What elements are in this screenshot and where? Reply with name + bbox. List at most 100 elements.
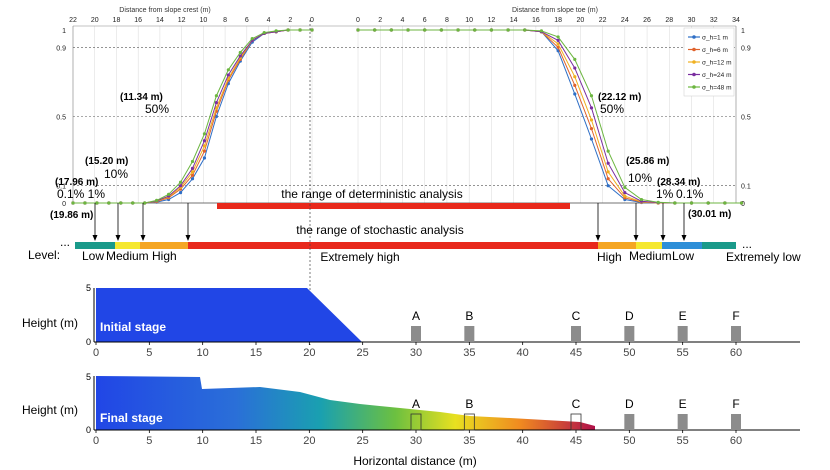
- object-block: [731, 326, 741, 342]
- crest-series-point: [202, 149, 207, 153]
- initial-ytick-5: 5: [86, 283, 91, 293]
- object-label: D: [625, 397, 634, 411]
- object-label: A: [412, 397, 420, 411]
- object-label: E: [679, 397, 687, 411]
- toe-series-point: [406, 28, 410, 32]
- x-tick-label: 0: [93, 347, 99, 359]
- toe-series-point: [606, 184, 610, 188]
- toe-tick-label: 8: [445, 17, 449, 24]
- toe-tick-label: 20: [576, 17, 584, 24]
- crest-series-point: [190, 173, 195, 177]
- annotation-toe-50-distance: (22.12 m): [598, 92, 641, 103]
- final-ytick-0: 0: [86, 425, 91, 435]
- crest-tick-label: 12: [178, 17, 186, 24]
- toe-series-point: [423, 28, 427, 32]
- toe-series-point: [656, 200, 660, 204]
- level-seg-low-right: [662, 242, 702, 249]
- legend-label: σ_h=12 m: [702, 60, 732, 67]
- x-tick-label: 35: [463, 347, 475, 359]
- toe-series-point: [373, 28, 377, 32]
- toe-tick-label: 22: [599, 17, 607, 24]
- annotation-toe-01: 0.1%: [676, 187, 704, 201]
- crest-series-point: [190, 159, 195, 164]
- level-label-medium-right: Medium: [629, 249, 672, 263]
- toe-series-point: [606, 177, 610, 181]
- object-label: C: [572, 309, 581, 323]
- crest-series-point: [131, 201, 135, 205]
- level-label-extremely-low: Extremely low: [726, 250, 801, 264]
- x-tick-label: 0: [93, 435, 99, 447]
- toe-tick-label: 24: [621, 17, 629, 24]
- legend-label: σ_h=48 m: [702, 85, 732, 92]
- level-title: Level:: [28, 248, 60, 262]
- toe-series-point: [489, 28, 494, 32]
- annotation-crest-10: 10%: [104, 167, 128, 181]
- toe-series-point: [589, 106, 594, 110]
- crest-series-point: [238, 54, 242, 58]
- level-arrow-head: [595, 235, 601, 241]
- object-block: [571, 326, 581, 342]
- x-tick-label: 50: [623, 435, 635, 447]
- object-label: C: [572, 397, 581, 411]
- object-label: B: [465, 309, 473, 323]
- annotation-crest-01-1: 0.1% 1%: [57, 187, 105, 201]
- toe-tick-label: 10: [465, 17, 473, 24]
- toe-tick-label: 16: [532, 17, 540, 24]
- right-ytick-label: 0.1: [741, 184, 751, 191]
- crest-tick-label: 4: [267, 17, 271, 24]
- annotation-toe-10-distance: (25.86 m): [626, 156, 669, 167]
- x-tick-label: 20: [303, 435, 315, 447]
- crest-tick-label: 14: [156, 17, 164, 24]
- annotation-toe-50: 50%: [600, 102, 624, 116]
- x-tick-label: 25: [357, 347, 369, 359]
- toe-tick-label: 0: [356, 17, 360, 24]
- toe-series-point: [539, 29, 544, 33]
- annotation-crest-10-distance: (15.20 m): [85, 156, 128, 167]
- crest-tick-label: 10: [199, 17, 207, 24]
- crest-series-point: [178, 191, 183, 195]
- crest-series-point: [310, 28, 314, 32]
- level-dots-left: ...: [60, 235, 70, 249]
- crest-series-point: [83, 201, 87, 205]
- legend-marker: [692, 47, 696, 52]
- toe-series-point: [606, 170, 610, 174]
- object-block: [731, 414, 741, 430]
- level-label-high-right: High: [597, 250, 622, 264]
- x-tick-label: 30: [410, 347, 422, 359]
- crest-series-point: [214, 106, 218, 110]
- crest-series-point: [71, 201, 75, 205]
- annotation-toe-10: 10%: [628, 171, 652, 185]
- level-seg-extremely-high: [188, 242, 598, 249]
- crest-series-point: [202, 139, 207, 143]
- crest-series-point: [119, 201, 123, 205]
- object-label: F: [732, 397, 739, 411]
- legend-label: σ_h=24 m: [702, 72, 732, 79]
- level-arrow-head: [681, 235, 687, 241]
- object-block: [410, 413, 422, 431]
- crest-series-point: [226, 68, 230, 72]
- legend-marker: [692, 72, 696, 77]
- initial-stage-label: Initial stage: [100, 320, 166, 334]
- toe-series-point: [706, 201, 710, 205]
- toe-series-point: [623, 185, 627, 190]
- object-label: B: [465, 397, 473, 411]
- object-block: [677, 414, 688, 430]
- toe-series-point: [589, 118, 594, 122]
- object-label: A: [412, 309, 420, 323]
- crest-series-point: [143, 201, 147, 205]
- level-arrow-head: [115, 235, 121, 241]
- x-tick-label: 5: [146, 435, 152, 447]
- initial-slope-mass: [96, 288, 362, 342]
- toe-tick-label: 18: [554, 17, 562, 24]
- object-label: D: [625, 309, 634, 323]
- crest-series-point: [250, 37, 254, 41]
- right-ytick-label: 0.9: [741, 45, 751, 52]
- object-block: [624, 326, 635, 342]
- x-tick-label: 20: [303, 347, 315, 359]
- x-tick-label: 50: [623, 347, 635, 359]
- x-tick-label: 10: [197, 435, 209, 447]
- x-tick-label: 45: [570, 435, 582, 447]
- final-xlabel: Horizontal distance (m): [353, 454, 476, 468]
- x-tick-label: 15: [250, 435, 262, 447]
